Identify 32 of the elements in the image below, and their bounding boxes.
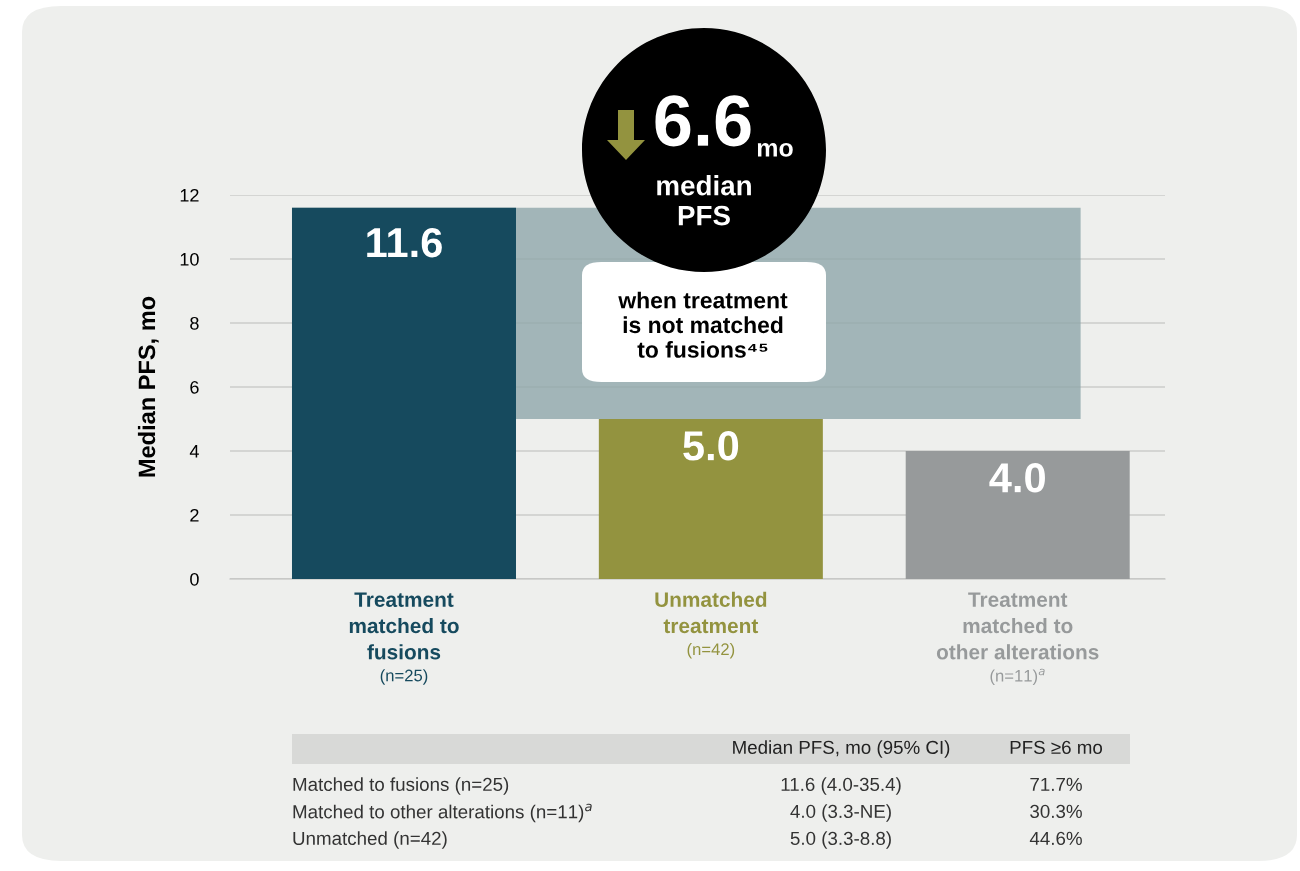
text: PFS ≥6 mo xyxy=(1010,740,1103,755)
text: 11.6 (4.0-35.4) xyxy=(781,777,901,795)
x-tick-label: Treatment matched to other alterations (n=11)$^{a}$ xyxy=(936,592,1099,686)
data-label: 4.0 xyxy=(989,463,1045,493)
bar xyxy=(905,451,1130,579)
text: Unmatched (n=42) xyxy=(293,831,447,849)
bar xyxy=(598,419,823,579)
y-tick-label: 6 xyxy=(190,380,199,394)
x-tick-label: Unmatched treatment (n=42) xyxy=(655,591,767,659)
y-tick-label: 12 xyxy=(180,188,199,202)
text: 71.7% xyxy=(1030,777,1082,791)
y-tick-label: 8 xyxy=(190,316,199,330)
text: Matched to fusions (n=25) xyxy=(293,777,509,795)
text: 6.6 xyxy=(655,95,751,147)
text: 30.3% xyxy=(1030,804,1082,819)
text: 4.0 (3.3-NE) xyxy=(790,804,891,822)
annotation: when treatment is not matched to fusions⁴⁵ xyxy=(618,291,788,358)
bar xyxy=(291,207,516,579)
y-axis-title: Median PFS, mo xyxy=(137,296,159,477)
text: Matched to other alterations (n=11)$^{a}$ xyxy=(293,803,592,823)
text: mo xyxy=(757,143,793,157)
y-tick-label: 2 xyxy=(190,508,199,522)
text: Median PFS, mo (95% CI) xyxy=(733,740,950,758)
x-tick-label: Treatment matched to fusions (n=25) xyxy=(349,592,459,685)
text: 44.6% xyxy=(1029,831,1082,846)
y-tick-label: 0 xyxy=(190,572,199,586)
data-label: 11.6 xyxy=(367,227,442,258)
y-tick-label: 10 xyxy=(180,252,199,266)
data-label: 5.0 xyxy=(683,431,739,461)
annotation: median PFS xyxy=(657,175,751,226)
text: 5.0 (3.3-8.8) xyxy=(790,831,891,849)
y-tick-label: 4 xyxy=(189,445,199,458)
